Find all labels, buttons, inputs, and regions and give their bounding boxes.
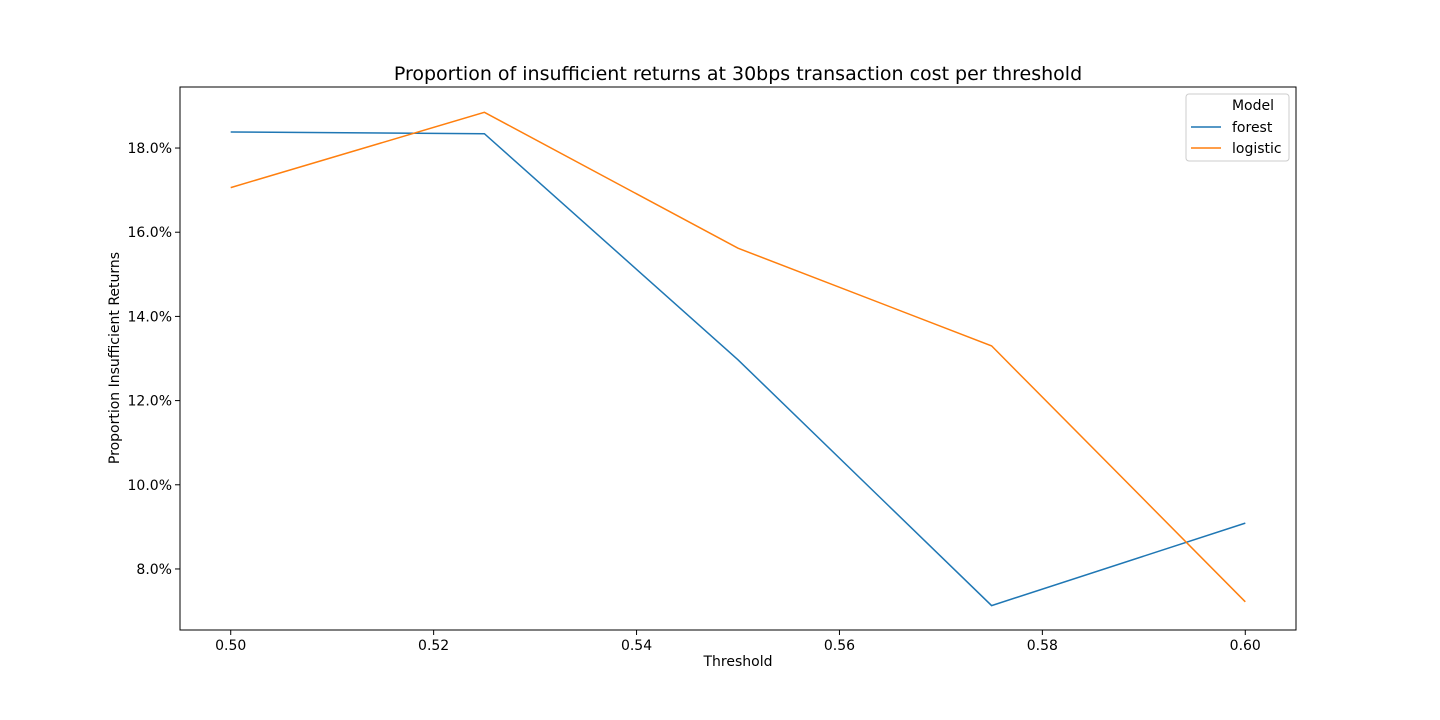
x-tick-label: 0.54: [621, 638, 652, 654]
y-tick-label: 10.0%: [128, 478, 172, 494]
y-tick-label: 8.0%: [136, 562, 172, 578]
legend-label-forest: forest: [1232, 120, 1273, 136]
plot-area: [180, 87, 1296, 630]
y-tick-label: 12.0%: [128, 394, 172, 410]
x-tick-label: 0.60: [1230, 638, 1261, 654]
legend-title: Model: [1232, 98, 1274, 114]
legend-label-logistic: logistic: [1232, 141, 1282, 157]
y-axis: 8.0% 10.0% 12.0% 14.0% 16.0% 18.0%: [128, 141, 180, 578]
plot-frame: [180, 87, 1296, 630]
y-tick-label: 16.0%: [128, 225, 172, 241]
x-tick-label: 0.58: [1027, 638, 1058, 654]
y-tick-label: 14.0%: [128, 309, 172, 325]
x-tick-label: 0.56: [824, 638, 855, 654]
x-tick-label: 0.50: [215, 638, 246, 654]
y-axis-label: Proportion Insufficient Returns: [107, 252, 123, 464]
x-axis-label: Threshold: [703, 654, 773, 670]
y-tick-label: 18.0%: [128, 141, 172, 157]
x-tick-label: 0.52: [418, 638, 449, 654]
series-line-logistic: [231, 112, 1246, 602]
x-axis: 0.50 0.52 0.54 0.56 0.58 0.60: [215, 630, 1261, 654]
series-lines: [231, 112, 1246, 605]
legend: Model forest logistic: [1186, 94, 1289, 161]
series-line-forest: [231, 132, 1246, 606]
chart-title: Proportion of insufficient returns at 30…: [394, 63, 1082, 85]
